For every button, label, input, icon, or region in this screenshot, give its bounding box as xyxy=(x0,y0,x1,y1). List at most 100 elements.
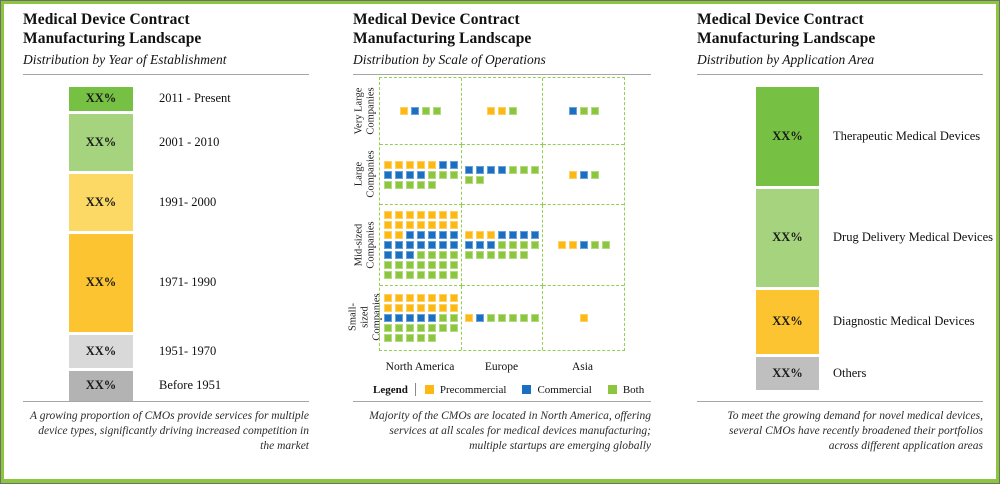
precommercial-unit-icon xyxy=(465,314,473,322)
unit-row xyxy=(465,231,539,239)
both-unit-icon xyxy=(416,251,425,259)
legend-item-commercial: Commercial xyxy=(522,383,592,396)
both-unit-icon xyxy=(520,165,528,174)
precommercial-unit-icon xyxy=(427,221,436,229)
scale-label-text: Large Companies xyxy=(353,150,376,198)
bar-segment: XX% xyxy=(756,188,819,287)
panel-subtitle: Distribution by Year of Establishment xyxy=(23,51,227,67)
matrix-cell xyxy=(462,205,543,286)
precommercial-unit-icon xyxy=(568,241,577,249)
segment-label: Diagnostic Medical Devices xyxy=(833,314,975,329)
commercial-unit-icon xyxy=(520,231,528,239)
legend-item-label: Commercial xyxy=(537,383,592,396)
unit-row xyxy=(383,180,436,189)
both-unit-icon xyxy=(449,251,458,259)
precommercial-unit-icon xyxy=(394,304,403,312)
unit-row xyxy=(383,221,458,229)
both-unit-icon xyxy=(394,271,403,279)
both-unit-icon xyxy=(405,261,414,269)
unit-row xyxy=(465,314,539,322)
commercial-unit-icon xyxy=(405,241,414,249)
bar-segment-row: XX% 2011 - Present xyxy=(69,86,309,111)
precommercial-unit-icon xyxy=(416,211,425,219)
commercial-unit-icon xyxy=(394,251,403,259)
both-swatch-icon xyxy=(607,385,617,394)
bar-segment: XX% xyxy=(69,173,133,231)
unit-row xyxy=(383,211,458,219)
matrix-cell xyxy=(380,78,462,145)
precommercial-unit-icon xyxy=(427,160,436,169)
both-unit-icon xyxy=(449,170,458,179)
both-unit-icon xyxy=(509,241,517,249)
both-unit-icon xyxy=(405,180,414,189)
title-divider xyxy=(23,73,309,75)
segment-label: 1951- 1970 xyxy=(159,343,217,358)
bar-segment-row: XX% Drug Delivery Medical Devices xyxy=(756,188,993,287)
precommercial-unit-icon xyxy=(427,294,436,302)
both-unit-icon xyxy=(416,334,425,342)
both-unit-icon xyxy=(416,180,425,189)
unit-row xyxy=(383,231,458,239)
bar-segment: XX% xyxy=(756,289,819,354)
commercial-unit-icon xyxy=(394,170,403,179)
scale-label-large: Large Companies xyxy=(353,144,377,204)
both-unit-icon xyxy=(509,107,517,115)
application-stacked-bar-chart: XX% Therapeutic Medical Devices XX% Drug De… xyxy=(756,86,993,390)
bar-segment-row: XX% Therapeutic Medical Devices xyxy=(756,86,983,186)
commercial-unit-icon xyxy=(394,314,403,322)
precommercial-unit-icon xyxy=(427,211,436,219)
both-unit-icon xyxy=(487,251,495,259)
commercial-unit-icon xyxy=(416,231,425,239)
both-unit-icon xyxy=(427,261,436,269)
matrix-cell xyxy=(380,205,462,286)
both-unit-icon xyxy=(383,261,392,269)
segment-value: XX% xyxy=(85,194,117,209)
matrix-cell-units xyxy=(465,314,539,322)
commercial-unit-icon xyxy=(579,170,588,179)
commercial-unit-icon xyxy=(405,231,414,239)
commercial-unit-icon xyxy=(449,241,458,249)
unit-row xyxy=(557,241,610,249)
bar-segment: XX% xyxy=(69,86,133,111)
precommercial-unit-icon xyxy=(383,231,392,239)
commercial-unit-icon xyxy=(383,314,392,322)
matrix-cell xyxy=(380,145,462,205)
segment-value: XX% xyxy=(85,134,117,149)
both-unit-icon xyxy=(405,334,414,342)
matrix-cell-units xyxy=(568,107,599,115)
precommercial-unit-icon xyxy=(383,294,392,302)
panel-footnote: Majority of the CMOs are located in Nort… xyxy=(353,401,651,455)
both-unit-icon xyxy=(590,107,599,115)
page-title: Medical Device Contract Manufacturing La… xyxy=(353,11,532,47)
title-divider xyxy=(697,73,983,75)
precommercial-unit-icon xyxy=(438,221,447,229)
commercial-unit-icon xyxy=(487,165,495,174)
both-unit-icon xyxy=(422,107,430,115)
both-unit-icon xyxy=(438,314,447,322)
matrix-cell-units xyxy=(465,165,539,184)
commercial-unit-icon xyxy=(579,241,588,249)
precommercial-unit-icon xyxy=(568,170,577,179)
panel-year-of-establishment: Medical Device Contract Manufacturing La… xyxy=(23,11,309,473)
commercial-unit-icon xyxy=(405,251,414,259)
both-unit-icon xyxy=(427,170,436,179)
both-unit-icon xyxy=(531,314,539,322)
scale-label-text: Mid-sized Companies xyxy=(353,220,376,269)
both-unit-icon xyxy=(427,180,436,189)
commercial-unit-icon xyxy=(438,241,447,249)
region-label-asia: Asia xyxy=(571,361,594,373)
precommercial-unit-icon xyxy=(400,107,408,115)
panel-subtitle: Distribution by Application Area xyxy=(697,51,875,67)
both-unit-icon xyxy=(383,180,392,189)
both-unit-icon xyxy=(394,261,403,269)
commercial-unit-icon xyxy=(416,170,425,179)
precommercial-unit-icon xyxy=(394,231,403,239)
unit-row xyxy=(383,334,436,342)
both-unit-icon xyxy=(449,314,458,322)
matrix-cell xyxy=(462,78,543,145)
precommercial-unit-icon xyxy=(487,231,495,239)
matrix-cell-units xyxy=(465,231,539,259)
bar-segment-row: XX% 1971- 1990 xyxy=(69,233,309,332)
scale-label-text: Small-sized Companies xyxy=(347,293,382,341)
